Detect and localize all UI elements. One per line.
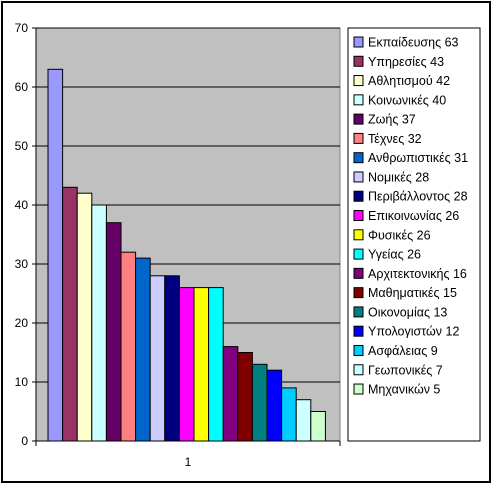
legend-swatch — [353, 229, 364, 241]
legend-label: Αρχιτεκτονικής 16 — [368, 267, 467, 281]
legend-label: Εκπαίδευσης 63 — [368, 36, 459, 50]
bar — [266, 369, 283, 442]
legend-label: Οικονομίας 13 — [368, 305, 447, 319]
legend-swatch — [353, 36, 364, 48]
legend-label: Φυσικές 26 — [368, 228, 431, 242]
legend-swatch — [353, 55, 364, 67]
y-tick-label: 40 — [15, 198, 29, 212]
legend-swatch — [353, 94, 364, 106]
legend-label: Επικοινωνίας 26 — [368, 209, 459, 223]
legend-swatch — [353, 364, 364, 376]
legend-label: Κοινωνικές 40 — [368, 93, 446, 107]
y-tick-label: 60 — [15, 80, 29, 94]
bar — [62, 186, 78, 442]
legend-label: Γεωπονικές 7 — [368, 363, 443, 377]
legend-label: Νομικές 28 — [368, 170, 429, 184]
legend — [347, 27, 481, 442]
legend-swatch — [353, 113, 364, 125]
bar — [178, 287, 195, 442]
bar — [237, 352, 253, 442]
legend-label: Υπολογιστών 12 — [368, 325, 459, 339]
bar — [208, 287, 224, 442]
legend-label: Περιβάλλοντος 28 — [368, 190, 468, 204]
bar — [76, 192, 93, 442]
bar — [120, 251, 137, 442]
bar — [105, 222, 122, 442]
bar — [164, 275, 180, 442]
y-tick-label: 30 — [15, 257, 29, 271]
y-tick-label: 70 — [15, 21, 29, 35]
bar — [135, 257, 151, 442]
y-tick-label: 20 — [15, 316, 29, 330]
legend-swatch — [353, 383, 364, 395]
bar — [47, 68, 64, 442]
legend-swatch — [353, 325, 364, 337]
bar — [281, 387, 297, 442]
y-tick-label: 10 — [15, 375, 29, 389]
bar — [222, 346, 239, 442]
bar — [149, 275, 166, 442]
y-tick-label: 0 — [21, 434, 28, 448]
legend-swatch — [353, 306, 364, 318]
bar — [251, 363, 268, 442]
legend-swatch — [353, 344, 364, 356]
bar — [193, 287, 210, 442]
legend-swatch — [353, 190, 364, 202]
legend-label: Ανθρωπιστικές 31 — [368, 151, 468, 165]
chart-frame — [1, 1, 491, 483]
bar — [310, 411, 326, 442]
legend-label: Αθλητισμού 42 — [368, 74, 450, 88]
legend-swatch — [353, 75, 364, 87]
legend-label: Μαθηματικές 15 — [368, 286, 457, 300]
legend-swatch — [353, 152, 364, 164]
y-tick-label: 50 — [15, 139, 29, 153]
legend-swatch — [353, 287, 364, 299]
legend-label: Ζωής 37 — [368, 113, 416, 127]
x-tick-label: 1 — [185, 455, 192, 469]
legend-label: Υγείας 26 — [368, 248, 421, 262]
bar — [295, 399, 312, 442]
legend-label: Ασφάλειας 9 — [368, 344, 438, 358]
legend-swatch — [353, 267, 364, 279]
bar — [91, 204, 107, 442]
legend-swatch — [353, 171, 364, 183]
legend-swatch — [353, 248, 364, 260]
legend-label: Μηχανικών 5 — [368, 383, 440, 397]
legend-swatch — [353, 132, 364, 144]
legend-swatch — [353, 210, 364, 222]
legend-label: Υπηρεσίες 43 — [368, 55, 444, 69]
legend-label: Τέχνες 32 — [368, 132, 422, 146]
